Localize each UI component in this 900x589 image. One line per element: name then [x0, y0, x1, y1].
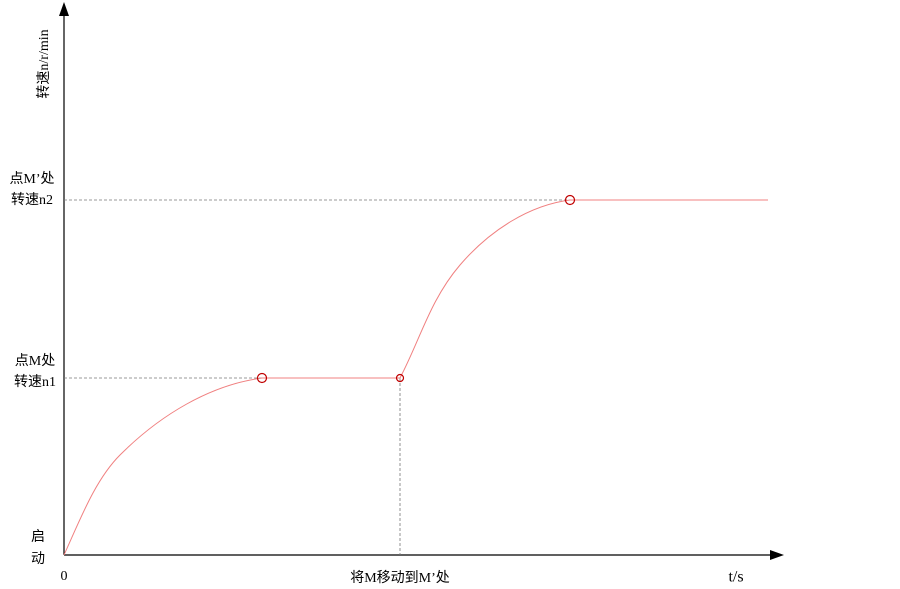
point-m	[256, 372, 268, 384]
level-label: 点M’处	[9, 171, 54, 187]
start-label: 动	[31, 551, 45, 567]
point-event	[395, 373, 405, 383]
y-axis-arrow	[59, 2, 69, 16]
level-label: 点M处	[15, 353, 55, 369]
y-axis-label: 转速n/r/min	[36, 29, 52, 98]
start-label: 启	[31, 529, 45, 545]
origin-label: 0	[61, 569, 68, 584]
event-label: 将M移动到M’处	[350, 570, 450, 586]
level-label: 转速n2	[11, 192, 53, 208]
level-label: 转速n1	[14, 374, 56, 390]
x-axis-arrow	[770, 550, 784, 560]
x-axis-label: t/s	[728, 569, 743, 586]
point-m-prime	[564, 194, 576, 206]
speed-curve	[63, 199, 768, 556]
